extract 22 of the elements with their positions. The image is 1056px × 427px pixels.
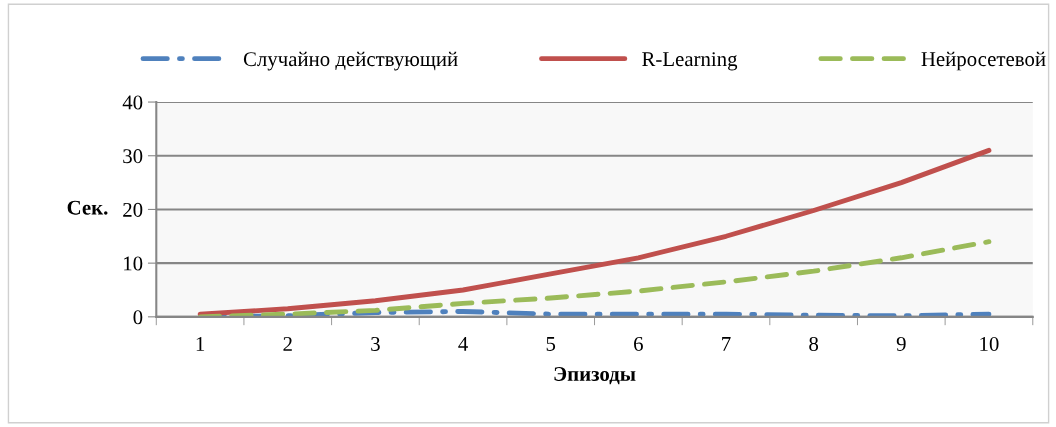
x-tick-label: 4 [458,337,468,351]
x-tick-label: 7 [722,337,731,351]
x-axis-title: Эпизоды [554,366,636,385]
legend-label: Случайно действующий [243,51,458,71]
y-tick-label: 40 [122,95,143,110]
y-tick-label: 30 [123,149,143,164]
x-tick-label: 5 [546,337,556,351]
x-tick-label: 1 [196,336,205,351]
y-axis-title: Сек. [67,200,108,215]
x-tick-label: 10 [980,336,999,351]
legend-label: R-Learning [642,52,738,71]
x-tick-label: 6 [634,336,643,351]
x-tick-label: 3 [371,336,380,351]
y-tick-label: 10 [124,256,143,271]
x-tick-label: 2 [283,336,292,351]
legend-label: Нейросетевой [921,51,1046,71]
line-series [197,239,992,317]
x-tick-label: 9 [896,336,906,351]
line-series [197,147,992,317]
x-tick-label: 8 [809,336,819,351]
y-tick-label: 0 [133,310,143,325]
y-tick-label: 20 [123,202,143,217]
